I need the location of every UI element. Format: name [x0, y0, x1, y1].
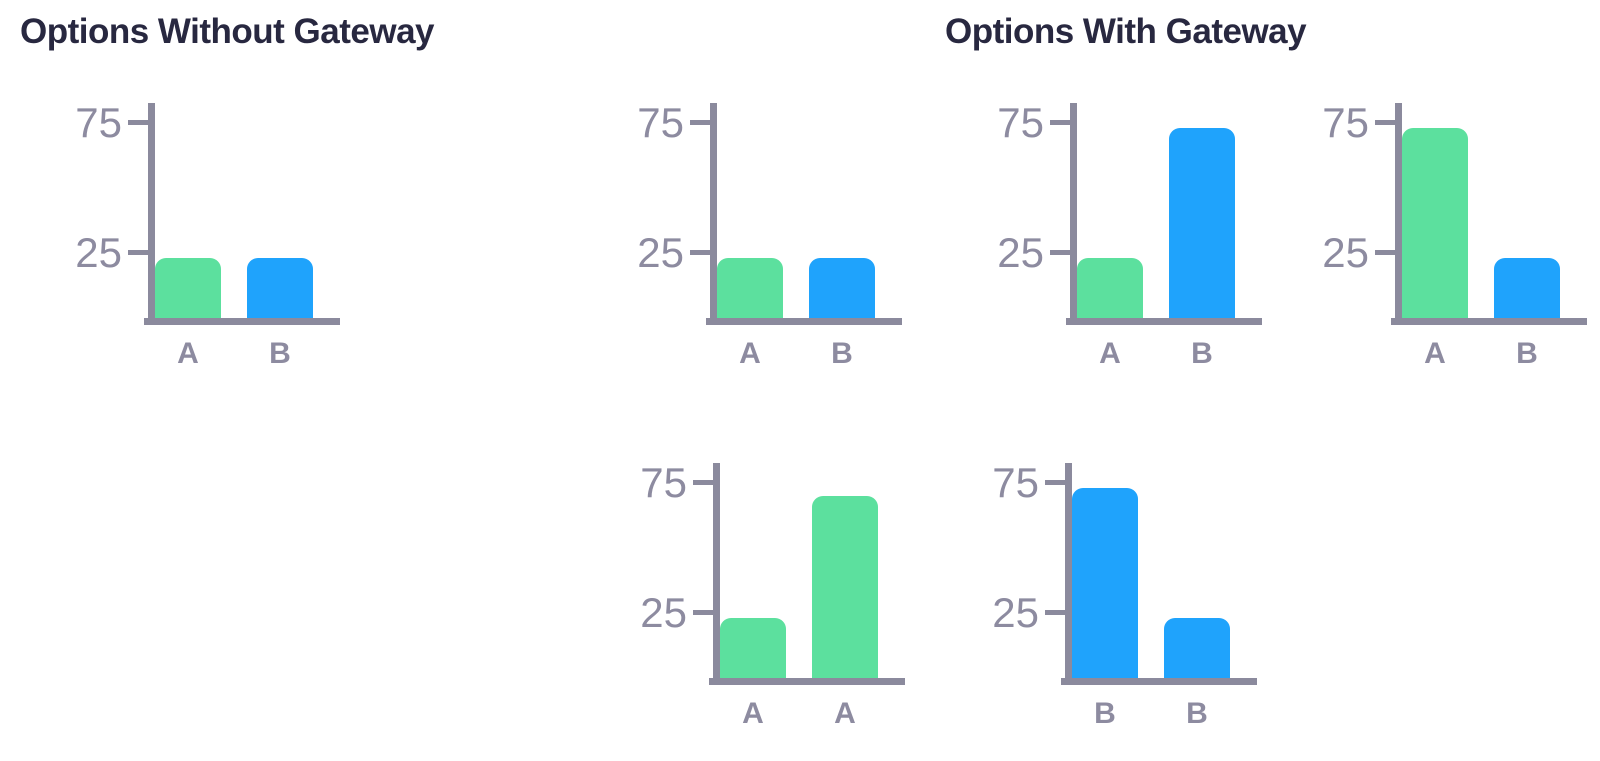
plot-area: [1375, 103, 1587, 325]
x-axis-line: [1061, 678, 1257, 685]
y-axis-labels: 25 75: [633, 459, 687, 685]
y-tick-label: 25: [637, 229, 684, 276]
y-tick-label: 75: [1322, 99, 1369, 146]
y-axis-labels: 25 75: [630, 99, 684, 325]
y-axis-line: [1065, 463, 1072, 685]
y-tick-mark: [690, 120, 710, 125]
plot-area: [690, 103, 902, 325]
y-axis-labels: 25 75: [990, 99, 1044, 325]
bar-b: [1169, 128, 1235, 318]
y-tick-mark: [1050, 250, 1070, 255]
x-axis-line: [1066, 318, 1262, 325]
y-tick-label: 25: [75, 229, 122, 276]
bar-b: [247, 258, 313, 318]
bar-a: [812, 496, 878, 678]
y-axis-line: [148, 103, 155, 325]
y-tick-mark: [128, 120, 148, 125]
bar-b: [1494, 258, 1560, 318]
plot-area: [1050, 103, 1262, 325]
x-category-label: B: [1191, 337, 1213, 370]
x-axis-line: [144, 318, 340, 325]
x-category-label: B: [1094, 697, 1116, 730]
x-category-label: A: [1099, 337, 1121, 370]
y-axis-line: [1070, 103, 1077, 325]
y-tick-mark: [1045, 480, 1065, 485]
y-tick-label: 75: [640, 459, 687, 506]
bar-a: [717, 258, 783, 318]
bar-b: [809, 258, 875, 318]
x-category-label: A: [1424, 337, 1446, 370]
x-category-label: B: [1516, 337, 1538, 370]
bar-b: [1072, 488, 1138, 678]
y-axis-line: [710, 103, 717, 325]
x-category-label: A: [739, 337, 761, 370]
bar-a: [1077, 258, 1143, 318]
y-tick-label: 75: [75, 99, 122, 146]
y-tick-label: 25: [997, 229, 1044, 276]
bar-a: [1402, 128, 1468, 318]
y-tick-label: 75: [997, 99, 1044, 146]
y-tick-label: 25: [1322, 229, 1369, 276]
x-category-label: B: [269, 337, 291, 370]
y-tick-mark: [1045, 610, 1065, 615]
y-axis-line: [713, 463, 720, 685]
bar-a: [155, 258, 221, 318]
y-tick-label: 25: [640, 589, 687, 636]
plot-area: [1045, 463, 1257, 685]
y-tick-mark: [693, 610, 713, 615]
x-category-label: A: [742, 697, 764, 730]
section-title-with-gateway: Options With Gateway: [945, 12, 1307, 51]
y-tick-mark: [128, 250, 148, 255]
plot-area: [693, 463, 905, 685]
y-tick-mark: [1375, 120, 1395, 125]
y-tick-mark: [1050, 120, 1070, 125]
y-tick-mark: [693, 480, 713, 485]
x-category-label: B: [1186, 697, 1208, 730]
x-category-label: A: [177, 337, 199, 370]
y-axis-labels: 25 75: [1315, 99, 1369, 325]
x-category-label: A: [834, 697, 856, 730]
bar-b: [1164, 618, 1230, 678]
y-tick-label: 75: [992, 459, 1039, 506]
y-tick-mark: [1375, 250, 1395, 255]
plot-area: [128, 103, 340, 325]
section-title-without-gateway: Options Without Gateway: [20, 12, 435, 51]
y-axis-line: [1395, 103, 1402, 325]
y-axis-labels: 25 75: [985, 459, 1039, 685]
x-axis-line: [1391, 318, 1587, 325]
y-tick-label: 75: [637, 99, 684, 146]
x-axis-line: [709, 678, 905, 685]
x-axis-line: [706, 318, 902, 325]
y-axis-labels: 25 75: [68, 99, 122, 325]
x-category-label: B: [831, 337, 853, 370]
y-tick-mark: [690, 250, 710, 255]
y-tick-label: 25: [992, 589, 1039, 636]
bar-a: [720, 618, 786, 678]
